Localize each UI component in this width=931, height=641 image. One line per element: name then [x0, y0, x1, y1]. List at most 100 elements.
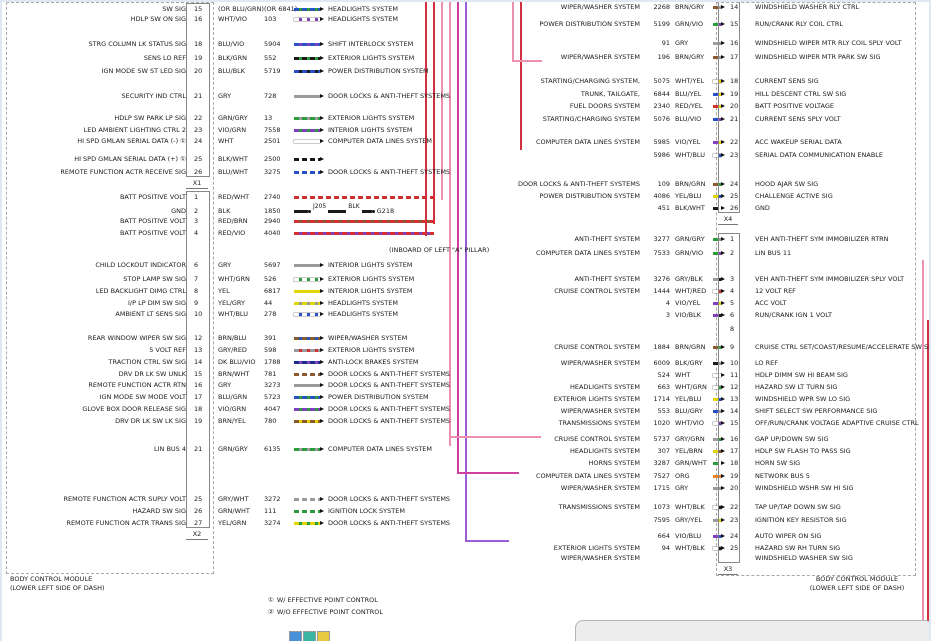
wire-line: [713, 289, 721, 293]
wire-line: [294, 139, 320, 143]
circuit-number: 109: [657, 180, 670, 188]
wire-row: REAR WINDOW WIPER SW SIG 12 BRN/BLU 391 WIPE…: [8, 333, 478, 343]
wire-line: [294, 69, 320, 73]
bus-wire-line: [449, 0, 451, 446]
wire-color-code: WHT: [218, 137, 234, 145]
signal-label: IGNITION KEY RESISTOR SIG: [755, 516, 847, 524]
wire-color-code: RED/VIO: [218, 229, 246, 237]
wire-line-wrap: [713, 5, 727, 9]
arrow-icon: [721, 79, 725, 83]
wire-color-code: GRN/VIO: [675, 249, 704, 257]
wire-line: [294, 447, 320, 451]
system-label: WIPER/WASHER SYSTEM: [560, 359, 640, 367]
connector-group: ANTI-THEFT SYSTEM 3277 GRN/GRY 1 VEH ANTI-TH…: [500, 233, 931, 563]
system-label: TRANSMISSIONS SYSTEM: [558, 503, 640, 511]
wire-line: [713, 486, 721, 490]
connector-label: X2: [8, 528, 478, 540]
wire-line-wrap: [713, 153, 727, 157]
wire-row: (INBOARD OF LEFT "A" PILLAR): [8, 245, 489, 255]
wire-line: [713, 237, 721, 241]
signal-label: BATT POSITIVE VOLT: [119, 217, 186, 225]
circuit-number: 5904: [264, 40, 281, 48]
arrow-icon: [721, 361, 725, 365]
wire-line: [713, 206, 721, 210]
system-label: EXTERIOR LIGHTS SYSTEM: [328, 114, 415, 122]
wire-row: TRACTION CTRL SW SIG 14 DK BLU/VIO 1788 ANTI…: [8, 357, 478, 367]
wire-line-wrap: [713, 92, 727, 96]
pin-number: 25: [194, 155, 203, 163]
signal-label: WINDSHIELD WPR SW LO SIG: [755, 395, 851, 403]
bus-wire-line: [922, 260, 924, 641]
wire-line: [713, 461, 721, 465]
arrow-icon: [320, 521, 324, 525]
wire-line: [713, 385, 721, 389]
circuit-number: 1073: [653, 503, 670, 511]
wire-line: [294, 116, 320, 120]
wire-line: [713, 361, 721, 365]
circuit-number: 6844: [653, 90, 670, 98]
wire-row: SW SIG 15 (OR BLU/GRN) (OR 6841) HEADLIGHTS …: [8, 4, 478, 14]
wire-color-code: GRY/GRN: [675, 435, 705, 443]
signal-label: LED AMBIENT LIGHTING CTRL 2: [83, 126, 186, 134]
signal-label: WINDSHIELD WSHR SW HI SIG: [755, 484, 854, 492]
circuit-number: 5199: [653, 20, 670, 28]
location-note: (INBOARD OF LEFT "A" PILLAR): [389, 246, 490, 254]
signal-label: ACC WAKEUP SERIAL DATA: [755, 138, 842, 146]
pin-number: 15: [730, 419, 739, 427]
wire-line: [294, 395, 320, 399]
bus-wire-line: [927, 320, 929, 641]
wire-line-wrap: [713, 461, 727, 465]
wire-color-code: BRN/YEL: [218, 417, 246, 425]
pin-number: 6: [730, 311, 735, 319]
pin-number: 9: [194, 299, 199, 307]
pin-number: 12: [194, 334, 203, 342]
pin-number: 20: [730, 484, 739, 492]
pin-number: 19: [730, 90, 739, 98]
wire-row: WIPER/WASHER SYSTEM 2268 BRN/GRY 14 WINDSHIE…: [500, 2, 924, 12]
system-label: WIPER/WASHER SYSTEM: [560, 407, 640, 415]
wire-line-wrap: [713, 251, 727, 255]
wire-color-code: WHT: [675, 371, 691, 379]
circuit-number: 5076: [653, 115, 670, 123]
arrow-icon: [721, 301, 725, 305]
wire-line-wrap: [713, 373, 727, 377]
wire-line: [713, 301, 721, 305]
signal-label: REMOTE FUNCTION ACTR TRANS SIG: [66, 519, 186, 527]
wire-color-code: BRN/GRN: [675, 180, 706, 188]
wire-line-wrap: [294, 17, 326, 21]
arrow-icon: [721, 22, 725, 26]
system-label: DOOR LOCKS & ANTI-THEFT SYSTEMS: [517, 180, 640, 188]
splice-dot: [308, 209, 311, 213]
wire-row: HEADLIGHTS SYSTEM 307 YEL/BRN 17 HDLP SW FLA…: [500, 446, 924, 456]
circuit-number: 44: [264, 299, 273, 307]
wire-row: ANTI-THEFT SYSTEM 3276 GRY/BLK 3 VEH ANTI-TH…: [500, 274, 924, 284]
bus-wire-line: [433, 0, 435, 224]
pin-number: 25: [194, 495, 203, 503]
wire-color-code: GRY/BLK: [675, 275, 703, 283]
wire-row: WIPER/WASHER SYSTEM 1715 GRY 20 WINDSHIELD W…: [500, 483, 924, 493]
wire-color-code: YEL: [218, 287, 230, 295]
wire-row: POWER DISTRIBUTION SYSTEM 5199 GRN/VIO 15 RU…: [500, 19, 924, 29]
signal-label: BATT POSITIVE VOLT: [119, 193, 186, 201]
wire-line-wrap: [713, 237, 727, 241]
arrow-icon: [721, 474, 725, 478]
arrow-icon: [320, 289, 324, 293]
system-label: POWER DISTRIBUTION SYSTEM: [539, 192, 640, 200]
wire-color-code: WHT/VIO: [218, 15, 247, 23]
circuit-number: 4: [665, 299, 670, 307]
wire-line-wrap: [294, 447, 326, 451]
wire-line: [713, 409, 721, 413]
wire-color-code: DK BLU/VIO: [218, 358, 256, 366]
wire-line-wrap: [294, 116, 326, 120]
wire-color-code: YEL/GRN: [218, 519, 247, 527]
wire-line-wrap: [713, 409, 727, 413]
pin-number: 10: [730, 359, 739, 367]
wire-row: CRUISE CONTROL SYSTEM 1444 WHT/RED 4 12 VOLT…: [500, 286, 924, 296]
connector-outline: [186, 3, 210, 177]
system-label: DOOR LOCKS & ANTI-THEFT SYSTEMS: [328, 381, 451, 389]
circuit-number: 524: [657, 371, 670, 379]
left-bcm-outline: [6, 2, 214, 574]
arrow-icon: [320, 69, 324, 73]
wire-color-code: BLU/GRN: [218, 393, 248, 401]
wire-row: HI SPD GMLAN SERIAL DATA (+) ① 25 BLK/WHT 2…: [8, 154, 478, 164]
